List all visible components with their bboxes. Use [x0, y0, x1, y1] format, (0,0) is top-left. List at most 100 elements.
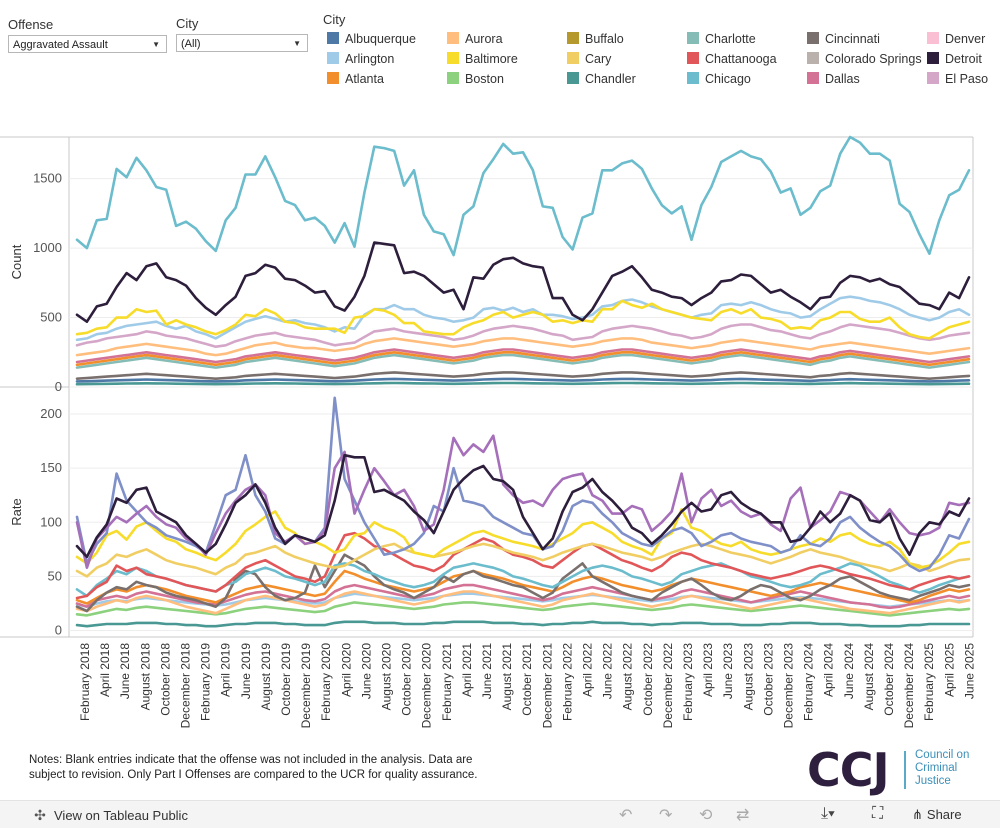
- x-tick-label: February 2023: [681, 643, 695, 721]
- x-tick-label: February 2024: [802, 643, 816, 721]
- legend-item-chandler[interactable]: Chandler: [567, 71, 636, 87]
- legend-item-chicago[interactable]: Chicago: [687, 71, 751, 87]
- x-tick-label: February 2022: [560, 643, 574, 721]
- legend-item-cary[interactable]: Cary: [567, 51, 611, 67]
- legend-swatch: [807, 32, 819, 44]
- x-tick-label: October 2021: [520, 643, 534, 716]
- series-line-arlington: [75, 592, 971, 609]
- y-axis-label: Count: [9, 244, 24, 279]
- legend-item-baltimore[interactable]: Baltimore: [447, 51, 518, 67]
- legend-item-boston[interactable]: Boston: [447, 71, 504, 87]
- legend-item-cincinnati[interactable]: Cincinnati: [807, 31, 880, 47]
- x-tick-label: February 2019: [199, 643, 213, 721]
- redo-icon[interactable]: ↷: [659, 807, 673, 824]
- legend-item-buffalo[interactable]: Buffalo: [567, 31, 624, 47]
- series-line-chandler: [75, 381, 971, 386]
- legend-item-detroit[interactable]: Detroit: [927, 51, 982, 67]
- series-line-chattanooga: [75, 531, 971, 600]
- legend-swatch: [447, 52, 459, 64]
- x-tick-label: December 2018: [179, 643, 193, 729]
- x-tick-label: December 2023: [782, 643, 796, 729]
- x-tick-label: June 2023: [721, 643, 735, 699]
- legend-item-arlington[interactable]: Arlington: [327, 51, 394, 67]
- legend-label: Buffalo: [585, 32, 624, 46]
- x-tick-label: April 2022: [581, 643, 595, 697]
- legend-swatch: [927, 32, 939, 44]
- x-tick-label: February 2020: [319, 643, 333, 721]
- series-line-atlanta: [75, 351, 971, 367]
- legend-swatch: [327, 32, 339, 44]
- view-on-tableau-link[interactable]: ✣ View on Tableau Public: [32, 807, 188, 824]
- x-tick-label: August 2018: [138, 643, 152, 711]
- x-tick-label: October 2024: [882, 643, 896, 716]
- x-tick-label: August 2024: [862, 643, 876, 711]
- x-tick-label: August 2020: [380, 643, 394, 711]
- y-tick-label: 100: [40, 514, 62, 529]
- legend-swatch: [807, 52, 819, 64]
- legend-item-el-paso[interactable]: El Paso: [927, 71, 988, 87]
- legend-label: Cincinnati: [825, 32, 880, 46]
- x-tick-label: December 2024: [902, 643, 916, 729]
- legend-swatch: [567, 72, 579, 84]
- x-tick-label: October 2018: [158, 643, 172, 716]
- tableau-icon: ✣: [34, 807, 46, 823]
- city-filter-label: City: [176, 16, 199, 31]
- legend-label: Chandler: [585, 72, 636, 86]
- chevron-down-icon: ▼: [152, 40, 160, 49]
- legend-swatch: [567, 32, 579, 44]
- y-tick-label: 0: [55, 623, 62, 638]
- x-tick-label: December 2022: [661, 643, 675, 729]
- revert-icon[interactable]: ⟲: [699, 807, 713, 824]
- y-axis-label: Rate: [9, 498, 24, 525]
- legend-label: Chattanooga: [705, 52, 777, 66]
- x-tick-label: October 2022: [641, 643, 655, 716]
- x-tick-label: April 2020: [339, 643, 353, 697]
- legend-item-chattanooga[interactable]: Chattanooga: [687, 51, 777, 67]
- city-dropdown-value: (All): [181, 38, 201, 50]
- x-tick-label: December 2020: [420, 643, 434, 729]
- legend-label: Dallas: [825, 72, 860, 86]
- legend-item-atlanta[interactable]: Atlanta: [327, 71, 384, 87]
- legend-swatch: [927, 72, 939, 84]
- undo-icon[interactable]: ↶: [619, 807, 633, 824]
- legend-item-aurora[interactable]: Aurora: [447, 31, 503, 47]
- legend-swatch: [807, 72, 819, 84]
- x-tick-label: February 2021: [440, 643, 454, 721]
- x-tick-label: February 2018: [78, 643, 92, 721]
- legend-swatch: [687, 52, 699, 64]
- offense-dropdown[interactable]: Aggravated Assault ▼: [8, 35, 167, 53]
- x-tick-label: June 2022: [601, 643, 615, 699]
- logo-text: Council on Criminal Justice: [915, 749, 995, 788]
- x-tick-label: October 2023: [761, 643, 775, 716]
- offense-filter-label: Offense: [8, 17, 54, 32]
- y-tick-label: 1500: [33, 171, 62, 186]
- series-line-baltimore: [75, 507, 971, 570]
- download-icon[interactable]: ⤓▾: [821, 805, 835, 822]
- logo-text-line-1: Council on: [915, 749, 970, 761]
- y-tick-label: 50: [48, 568, 62, 583]
- legend-item-dallas[interactable]: Dallas: [807, 71, 860, 87]
- legend-item-colorado-springs[interactable]: Colorado Springs: [807, 51, 922, 67]
- legend-item-denver[interactable]: Denver: [927, 31, 985, 47]
- legend-title: City: [323, 12, 346, 27]
- series-line-dallas: [75, 348, 971, 364]
- series-line-aurora: [75, 337, 971, 357]
- x-tick-label: April 2021: [460, 643, 474, 697]
- x-tick-label: October 2020: [400, 643, 414, 716]
- legend-swatch: [447, 32, 459, 44]
- notes-line-2: subject to revision. Only Part I Offense…: [29, 769, 478, 781]
- city-dropdown[interactable]: (All) ▼: [176, 34, 308, 52]
- logo-text-line-2: Criminal: [915, 762, 958, 774]
- notes: Notes: Blank entries indicate that the o…: [29, 753, 509, 783]
- x-tick-label: August 2022: [621, 643, 635, 711]
- legend-swatch: [447, 72, 459, 84]
- x-tick-label: June 2020: [359, 643, 373, 699]
- fullscreen-icon[interactable]: ⛶: [872, 805, 884, 822]
- share-button[interactable]: ⋔ Share: [912, 807, 962, 823]
- legend-item-albuquerque[interactable]: Albuquerque: [327, 31, 416, 47]
- x-tick-label: August 2019: [259, 643, 273, 711]
- refresh-icon[interactable]: ⇄: [736, 807, 750, 824]
- legend-item-charlotte[interactable]: Charlotte: [687, 31, 756, 47]
- x-tick-label: April 2023: [701, 643, 715, 697]
- logo-divider: [904, 751, 906, 789]
